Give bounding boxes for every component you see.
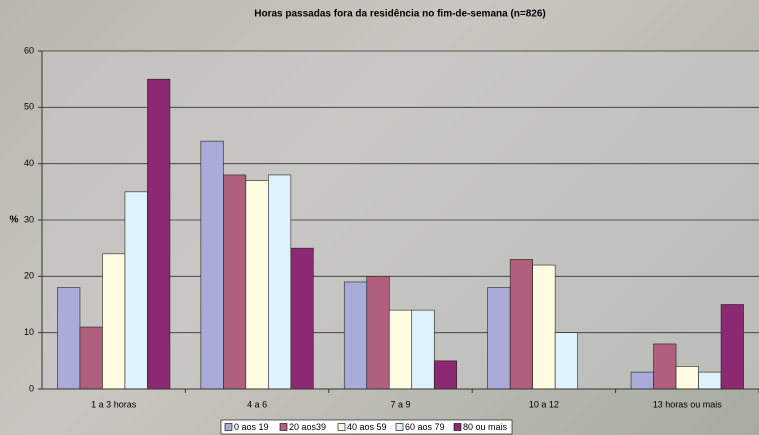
x-tick-label: 10 a 12 — [529, 399, 559, 409]
bar — [675, 366, 699, 390]
bar — [388, 309, 413, 390]
y-tick-label: 60 — [24, 45, 34, 55]
bar — [124, 191, 148, 390]
x-tick-label: 4 a 6 — [247, 399, 267, 409]
y-tick-label: 40 — [24, 158, 34, 168]
y-tick-label: 10 — [24, 327, 34, 337]
bar — [630, 371, 654, 390]
y-tick-label: 20 — [24, 271, 34, 281]
bar — [366, 276, 390, 390]
chart-title: Horas passadas fora da residência no fim… — [254, 9, 546, 20]
bar — [532, 264, 556, 390]
y-tick-label: 0 — [29, 383, 34, 393]
legend-swatch — [395, 423, 404, 431]
legend-label: 80 ou mais — [463, 422, 508, 432]
bar — [57, 287, 81, 390]
bar — [290, 247, 314, 390]
bar — [554, 332, 578, 390]
bar — [411, 309, 435, 390]
x-tick-label: 7 a 9 — [390, 399, 410, 409]
bar — [487, 287, 511, 390]
legend-swatch — [279, 423, 288, 431]
x-tick-label: 13 horas ou mais — [653, 399, 723, 409]
legend-box — [220, 419, 513, 435]
legend-label: 20 aos39 — [289, 422, 326, 432]
legend-swatch — [224, 423, 233, 431]
legend-label: 0 aos 19 — [234, 422, 269, 432]
bar — [245, 180, 269, 390]
bar — [79, 326, 103, 390]
legend-swatch — [453, 423, 462, 431]
bar — [268, 174, 292, 390]
bar — [223, 174, 247, 390]
legend-label: 60 aos 79 — [405, 422, 445, 432]
bar — [653, 343, 677, 390]
bar — [720, 304, 744, 390]
y-axis-label: % — [10, 215, 19, 226]
y-tick-label: 50 — [24, 102, 34, 112]
x-tick-label: 1 a 3 horas — [91, 399, 137, 409]
bar — [147, 78, 171, 390]
bar — [200, 140, 224, 390]
legend-label: 40 aos 59 — [347, 422, 387, 432]
y-tick-label: 30 — [24, 214, 34, 224]
bar — [698, 371, 722, 390]
bar — [102, 253, 126, 390]
bar — [433, 360, 458, 390]
bar — [509, 259, 533, 390]
legend-swatch — [337, 423, 346, 431]
bar — [343, 281, 368, 390]
